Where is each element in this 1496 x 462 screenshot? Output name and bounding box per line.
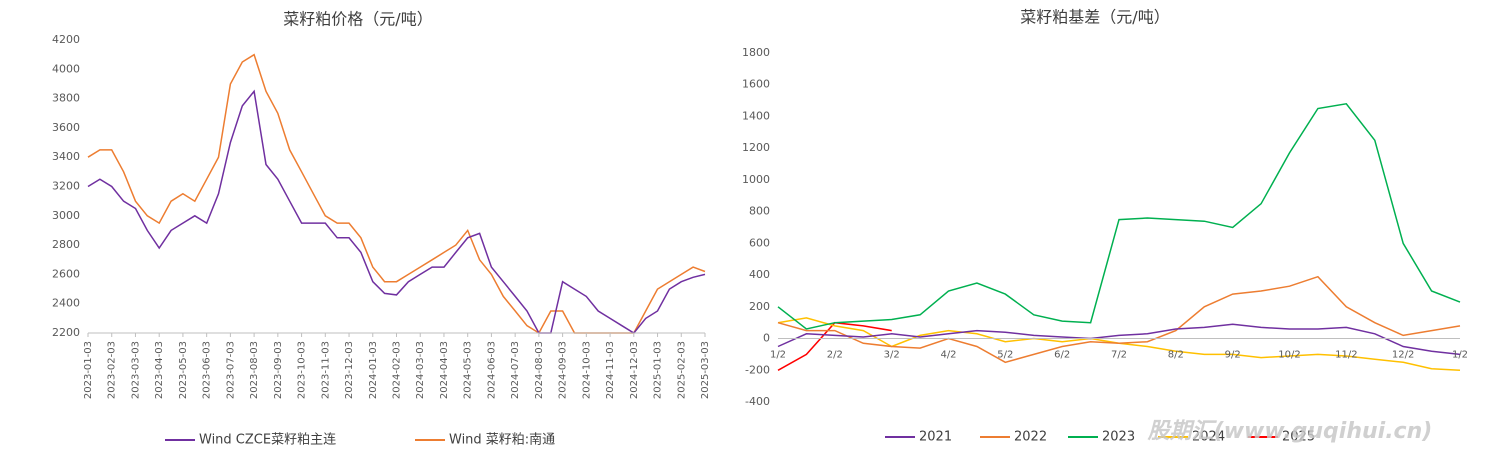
x-tick-label: 2024-08-03 [534,341,545,399]
y-tick-label: 1800 [742,46,770,59]
legend-label: 2025 [1282,430,1315,445]
x-tick-label: 6/2 [1054,350,1070,361]
y-tick-label: 3400 [52,150,80,163]
y-tick-label: 3800 [52,92,80,105]
x-tick-label: 2025-03-03 [700,341,711,399]
legend-label: Wind CZCE菜籽粕主连 [199,432,336,448]
chart-title: 菜籽粕基差（元/吨） [1020,8,1169,27]
y-tick-label: -400 [745,395,770,408]
x-tick-label: 2023-08-03 [249,341,260,399]
legend-label: Wind 菜籽粕:南通 [449,432,555,448]
x-tick-label: 2024-09-03 [558,341,569,399]
legend-label: 2022 [1014,430,1047,445]
y-tick-label: 200 [749,300,770,313]
x-tick-label: 2023-10-03 [297,341,308,399]
y-tick-label: 3200 [52,180,80,193]
y-tick-label: 4200 [52,33,80,46]
legend-label: 2021 [919,430,952,445]
x-tick-label: 2025-01-03 [653,341,664,399]
x-tick-label: 2024-01-03 [368,341,379,399]
x-tick-label: 5/2 [997,350,1013,361]
x-tick-label: 11/2 [1335,350,1357,361]
x-tick-label: 8/2 [1168,350,1184,361]
x-tick-label: 2023-01-03 [83,341,94,399]
y-tick-label: -200 [745,363,770,376]
series-line [777,317,1461,372]
x-tick-label: 2024-05-03 [463,341,474,399]
series-line [87,53,706,335]
y-tick-label: 1400 [742,109,770,122]
x-tick-label: 2024-12-03 [629,341,640,399]
legend-label: 2023 [1102,430,1135,445]
x-tick-label: 2023-12-03 [344,341,355,399]
y-tick-label: 1000 [742,173,770,186]
x-tick-label: 1/2 [770,350,786,361]
series-line [777,321,892,371]
x-tick-label: 10/2 [1278,350,1300,361]
y-tick-label: 4000 [52,62,80,75]
x-tick-label: 2/2 [827,350,843,361]
x-tick-label: 3/2 [884,350,900,361]
y-tick-label: 400 [749,268,770,281]
y-tick-label: 2400 [52,297,80,310]
x-tick-label: 2023-07-03 [225,341,236,399]
y-tick-label: 1200 [742,141,770,154]
x-tick-label: 2023-03-03 [130,341,141,399]
x-tick-label: 2023-09-03 [273,341,284,399]
x-tick-label: 4/2 [940,350,956,361]
x-tick-label: 2024-06-03 [486,341,497,399]
legend-label: 2024 [1192,430,1225,445]
y-tick-label: 1600 [742,78,770,91]
x-tick-label: 1/2 [1452,350,1468,361]
watermark: 股期汇(www.guqihui.cn) [1147,419,1433,444]
series-line [777,102,1461,330]
x-tick-label: 2024-11-03 [605,341,616,399]
x-tick-label: 2023-06-03 [202,341,213,399]
x-tick-label: 2023-05-03 [178,341,189,399]
x-tick-label: 2024-02-03 [392,341,403,399]
x-tick-label: 2024-07-03 [510,341,521,399]
x-tick-label: 9/2 [1225,350,1241,361]
x-tick-label: 2023-02-03 [107,341,118,399]
y-tick-label: 3600 [52,121,80,134]
x-tick-label: 12/2 [1392,350,1414,361]
y-tick-label: 2200 [52,326,80,339]
y-tick-label: 2600 [52,267,80,280]
y-tick-label: 3000 [52,209,80,222]
x-tick-label: 2025-02-03 [676,341,687,399]
x-tick-label: 2024-04-03 [439,341,450,399]
x-tick-label: 7/2 [1111,350,1127,361]
y-tick-label: 2800 [52,238,80,251]
y-tick-label: 0 [763,332,770,345]
x-tick-label: 2024-03-03 [415,341,426,399]
x-tick-label: 2024-10-03 [581,341,592,399]
series-line [777,275,1461,364]
x-tick-label: 2023-04-03 [154,341,165,399]
chart-title: 菜籽粕价格（元/吨） [283,10,432,29]
series-line [777,323,1461,356]
y-tick-label: 600 [749,236,770,249]
x-tick-label: 2023-11-03 [320,341,331,399]
y-tick-label: 800 [749,205,770,218]
series-line [87,89,706,334]
